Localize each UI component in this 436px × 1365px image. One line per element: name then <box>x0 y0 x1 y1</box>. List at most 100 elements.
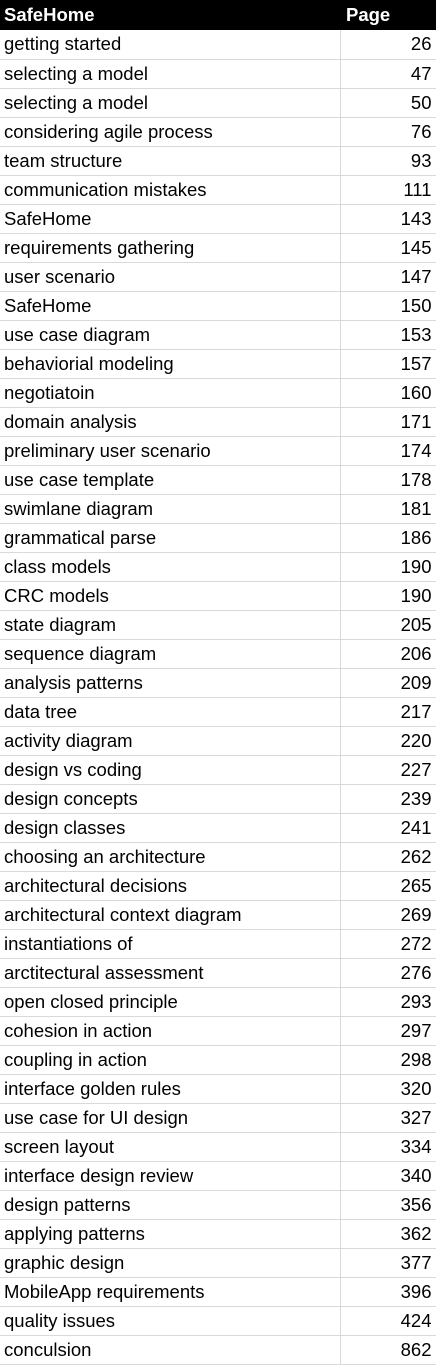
page-number-cell[interactable]: 396 <box>340 1277 436 1307</box>
topic-cell[interactable]: class models <box>0 552 341 582</box>
topic-cell[interactable]: CRC models <box>0 581 341 611</box>
page-number-cell[interactable]: 153 <box>340 320 436 350</box>
page-number-cell[interactable]: 93 <box>340 146 436 176</box>
topic-cell[interactable]: SafeHome <box>0 291 341 321</box>
page-number-cell[interactable]: 190 <box>340 581 436 611</box>
page-number-cell[interactable]: 217 <box>340 697 436 727</box>
page-number-cell[interactable]: 269 <box>340 900 436 930</box>
page-number-cell[interactable]: 272 <box>340 929 436 959</box>
topic-cell[interactable]: state diagram <box>0 610 341 640</box>
topic-cell[interactable]: design patterns <box>0 1190 341 1220</box>
topic-cell[interactable]: open closed principle <box>0 987 341 1017</box>
table-row: analysis patterns 209 <box>0 668 436 698</box>
page-number-cell[interactable]: 186 <box>340 523 436 553</box>
topic-cell[interactable]: interface design review <box>0 1161 341 1191</box>
page-number-cell[interactable]: 424 <box>340 1306 436 1336</box>
topic-cell[interactable]: SafeHome <box>0 204 341 234</box>
page-number-cell[interactable]: 157 <box>340 349 436 379</box>
topic-cell[interactable]: coupling in action <box>0 1045 341 1075</box>
page-number-cell[interactable]: 356 <box>340 1190 436 1220</box>
page-number-cell[interactable]: 50 <box>340 88 436 118</box>
topic-cell[interactable]: architectural context diagram <box>0 900 341 930</box>
topic-cell[interactable]: team structure <box>0 146 341 176</box>
topic-cell[interactable]: communication mistakes <box>0 175 341 205</box>
page-number-cell[interactable]: 293 <box>340 987 436 1017</box>
page-number-cell[interactable]: 171 <box>340 407 436 437</box>
page-number-cell[interactable]: 147 <box>340 262 436 292</box>
topic-cell[interactable]: instantiations of <box>0 929 341 959</box>
page-number-cell[interactable]: 111 <box>340 175 436 205</box>
topic-cell[interactable]: MobileApp requirements <box>0 1277 341 1307</box>
page-number-cell[interactable]: 190 <box>340 552 436 582</box>
page-number-cell[interactable]: 181 <box>340 494 436 524</box>
topic-cell[interactable]: considering agile process <box>0 117 341 147</box>
topic-cell[interactable]: data tree <box>0 697 341 727</box>
topic-cell[interactable]: interface golden rules <box>0 1074 341 1104</box>
page-number-cell[interactable]: 297 <box>340 1016 436 1046</box>
table-row: preliminary user scenario 174 <box>0 436 436 466</box>
page-number-cell[interactable]: 334 <box>340 1132 436 1162</box>
topic-cell[interactable]: design concepts <box>0 784 341 814</box>
page-number-cell[interactable]: 265 <box>340 871 436 901</box>
topic-cell[interactable]: behaviorial modeling <box>0 349 341 379</box>
page-number-cell[interactable]: 377 <box>340 1248 436 1278</box>
page-number-cell[interactable]: 47 <box>340 59 436 89</box>
page-number-cell[interactable]: 143 <box>340 204 436 234</box>
page-number-cell[interactable]: 220 <box>340 726 436 756</box>
topic-cell[interactable]: choosing an architecture <box>0 842 341 872</box>
topic-cell[interactable]: user scenario <box>0 262 341 292</box>
page-number-cell[interactable]: 362 <box>340 1219 436 1249</box>
page-number-cell[interactable]: 206 <box>340 639 436 669</box>
page-number-cell[interactable]: 160 <box>340 378 436 408</box>
table-row: screen layout 334 <box>0 1132 436 1162</box>
page-number-cell[interactable]: 320 <box>340 1074 436 1104</box>
topic-cell[interactable]: preliminary user scenario <box>0 436 341 466</box>
column-header-page[interactable]: Page <box>340 0 436 30</box>
topic-cell[interactable]: domain analysis <box>0 407 341 437</box>
topic-cell[interactable]: analysis patterns <box>0 668 341 698</box>
page-number-cell[interactable]: 76 <box>340 117 436 147</box>
topic-cell[interactable]: activity diagram <box>0 726 341 756</box>
page-number-cell[interactable]: 862 <box>340 1335 436 1365</box>
page-number-cell[interactable]: 239 <box>340 784 436 814</box>
topic-cell[interactable]: screen layout <box>0 1132 341 1162</box>
topic-cell[interactable]: architectural decisions <box>0 871 341 901</box>
topic-cell[interactable]: getting started <box>0 30 341 60</box>
topic-cell[interactable]: conculsion <box>0 1335 341 1365</box>
page-number-cell[interactable]: 145 <box>340 233 436 263</box>
topic-cell[interactable]: use case diagram <box>0 320 341 350</box>
column-header-topic[interactable]: SafeHome <box>0 0 340 30</box>
page-number-cell[interactable]: 227 <box>340 755 436 785</box>
page-number-cell[interactable]: 262 <box>340 842 436 872</box>
topic-cell[interactable]: use case template <box>0 465 341 495</box>
topic-cell[interactable]: use case for UI design <box>0 1103 341 1133</box>
topic-cell[interactable]: graphic design <box>0 1248 341 1278</box>
page-number-cell[interactable]: 26 <box>340 30 436 60</box>
topic-cell[interactable]: grammatical parse <box>0 523 341 553</box>
page-number-cell[interactable]: 241 <box>340 813 436 843</box>
topic-cell[interactable]: selecting a model <box>0 59 341 89</box>
topic-cell[interactable]: swimlane diagram <box>0 494 341 524</box>
page-number-cell[interactable]: 174 <box>340 436 436 466</box>
page-number-cell[interactable]: 276 <box>340 958 436 988</box>
topic-cell[interactable]: sequence diagram <box>0 639 341 669</box>
table-row: coupling in action 298 <box>0 1045 436 1075</box>
topic-cell[interactable]: selecting a model <box>0 88 341 118</box>
topic-cell[interactable]: design classes <box>0 813 341 843</box>
page-number-cell[interactable]: 327 <box>340 1103 436 1133</box>
header-row: SafeHome Page <box>0 0 436 30</box>
page-number-cell[interactable]: 205 <box>340 610 436 640</box>
topic-cell[interactable]: arctitectural assessment <box>0 958 341 988</box>
page-number-cell[interactable]: 298 <box>340 1045 436 1075</box>
table-row: open closed principle 293 <box>0 987 436 1017</box>
topic-cell[interactable]: design vs coding <box>0 755 341 785</box>
page-number-cell[interactable]: 340 <box>340 1161 436 1191</box>
topic-cell[interactable]: negotiatoin <box>0 378 341 408</box>
page-number-cell[interactable]: 209 <box>340 668 436 698</box>
topic-cell[interactable]: cohesion in action <box>0 1016 341 1046</box>
topic-cell[interactable]: requirements gathering <box>0 233 341 263</box>
page-number-cell[interactable]: 150 <box>340 291 436 321</box>
topic-cell[interactable]: applying patterns <box>0 1219 341 1249</box>
topic-cell[interactable]: quality issues <box>0 1306 341 1336</box>
page-number-cell[interactable]: 178 <box>340 465 436 495</box>
